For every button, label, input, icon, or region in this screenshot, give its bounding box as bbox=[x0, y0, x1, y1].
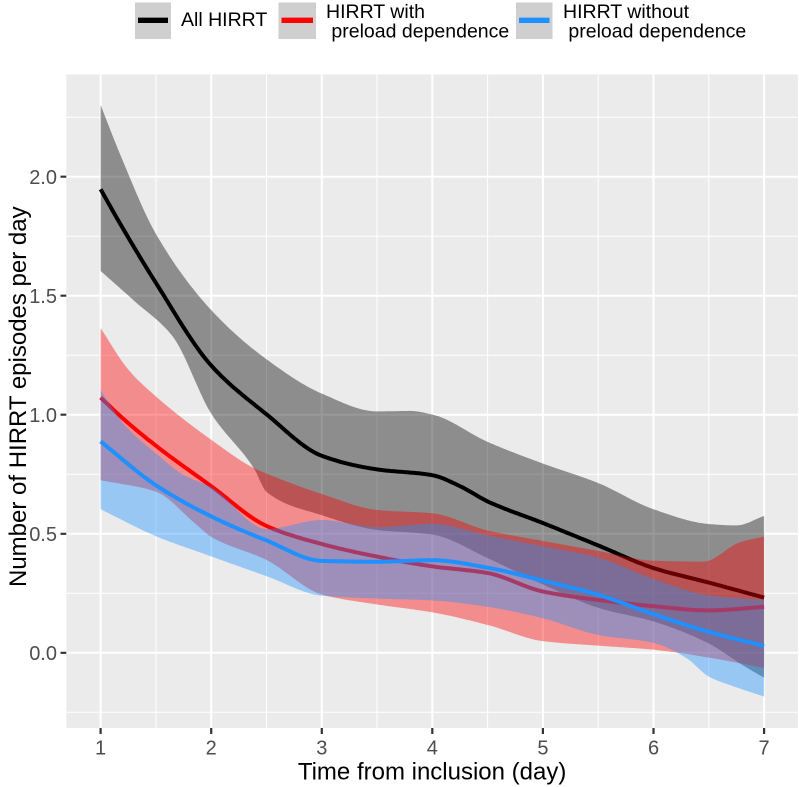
svg-text:6: 6 bbox=[648, 738, 659, 760]
svg-text:Number of HIRRT episodes per d: Number of HIRRT episodes per day bbox=[5, 206, 32, 587]
svg-text:7: 7 bbox=[759, 738, 770, 760]
svg-text:preload dependence: preload dependence bbox=[563, 20, 746, 42]
svg-text:Time from inclusion (day): Time from inclusion (day) bbox=[298, 759, 567, 786]
svg-text:0.0: 0.0 bbox=[29, 643, 57, 665]
svg-text:All HIRRT: All HIRRT bbox=[181, 9, 267, 31]
svg-text:2.0: 2.0 bbox=[29, 167, 57, 189]
svg-text:5: 5 bbox=[537, 738, 548, 760]
svg-text:1.0: 1.0 bbox=[29, 405, 57, 427]
svg-text:1: 1 bbox=[95, 738, 106, 760]
svg-text:3: 3 bbox=[316, 738, 327, 760]
svg-text:HIRRT without: HIRRT without bbox=[563, 1, 690, 23]
svg-text:4: 4 bbox=[427, 738, 438, 760]
svg-text:1.5: 1.5 bbox=[29, 286, 57, 308]
svg-text:2: 2 bbox=[206, 738, 217, 760]
svg-text:0.5: 0.5 bbox=[29, 524, 57, 546]
svg-text:HIRRT with: HIRRT with bbox=[326, 1, 425, 23]
svg-text:preload dependence: preload dependence bbox=[326, 20, 509, 42]
